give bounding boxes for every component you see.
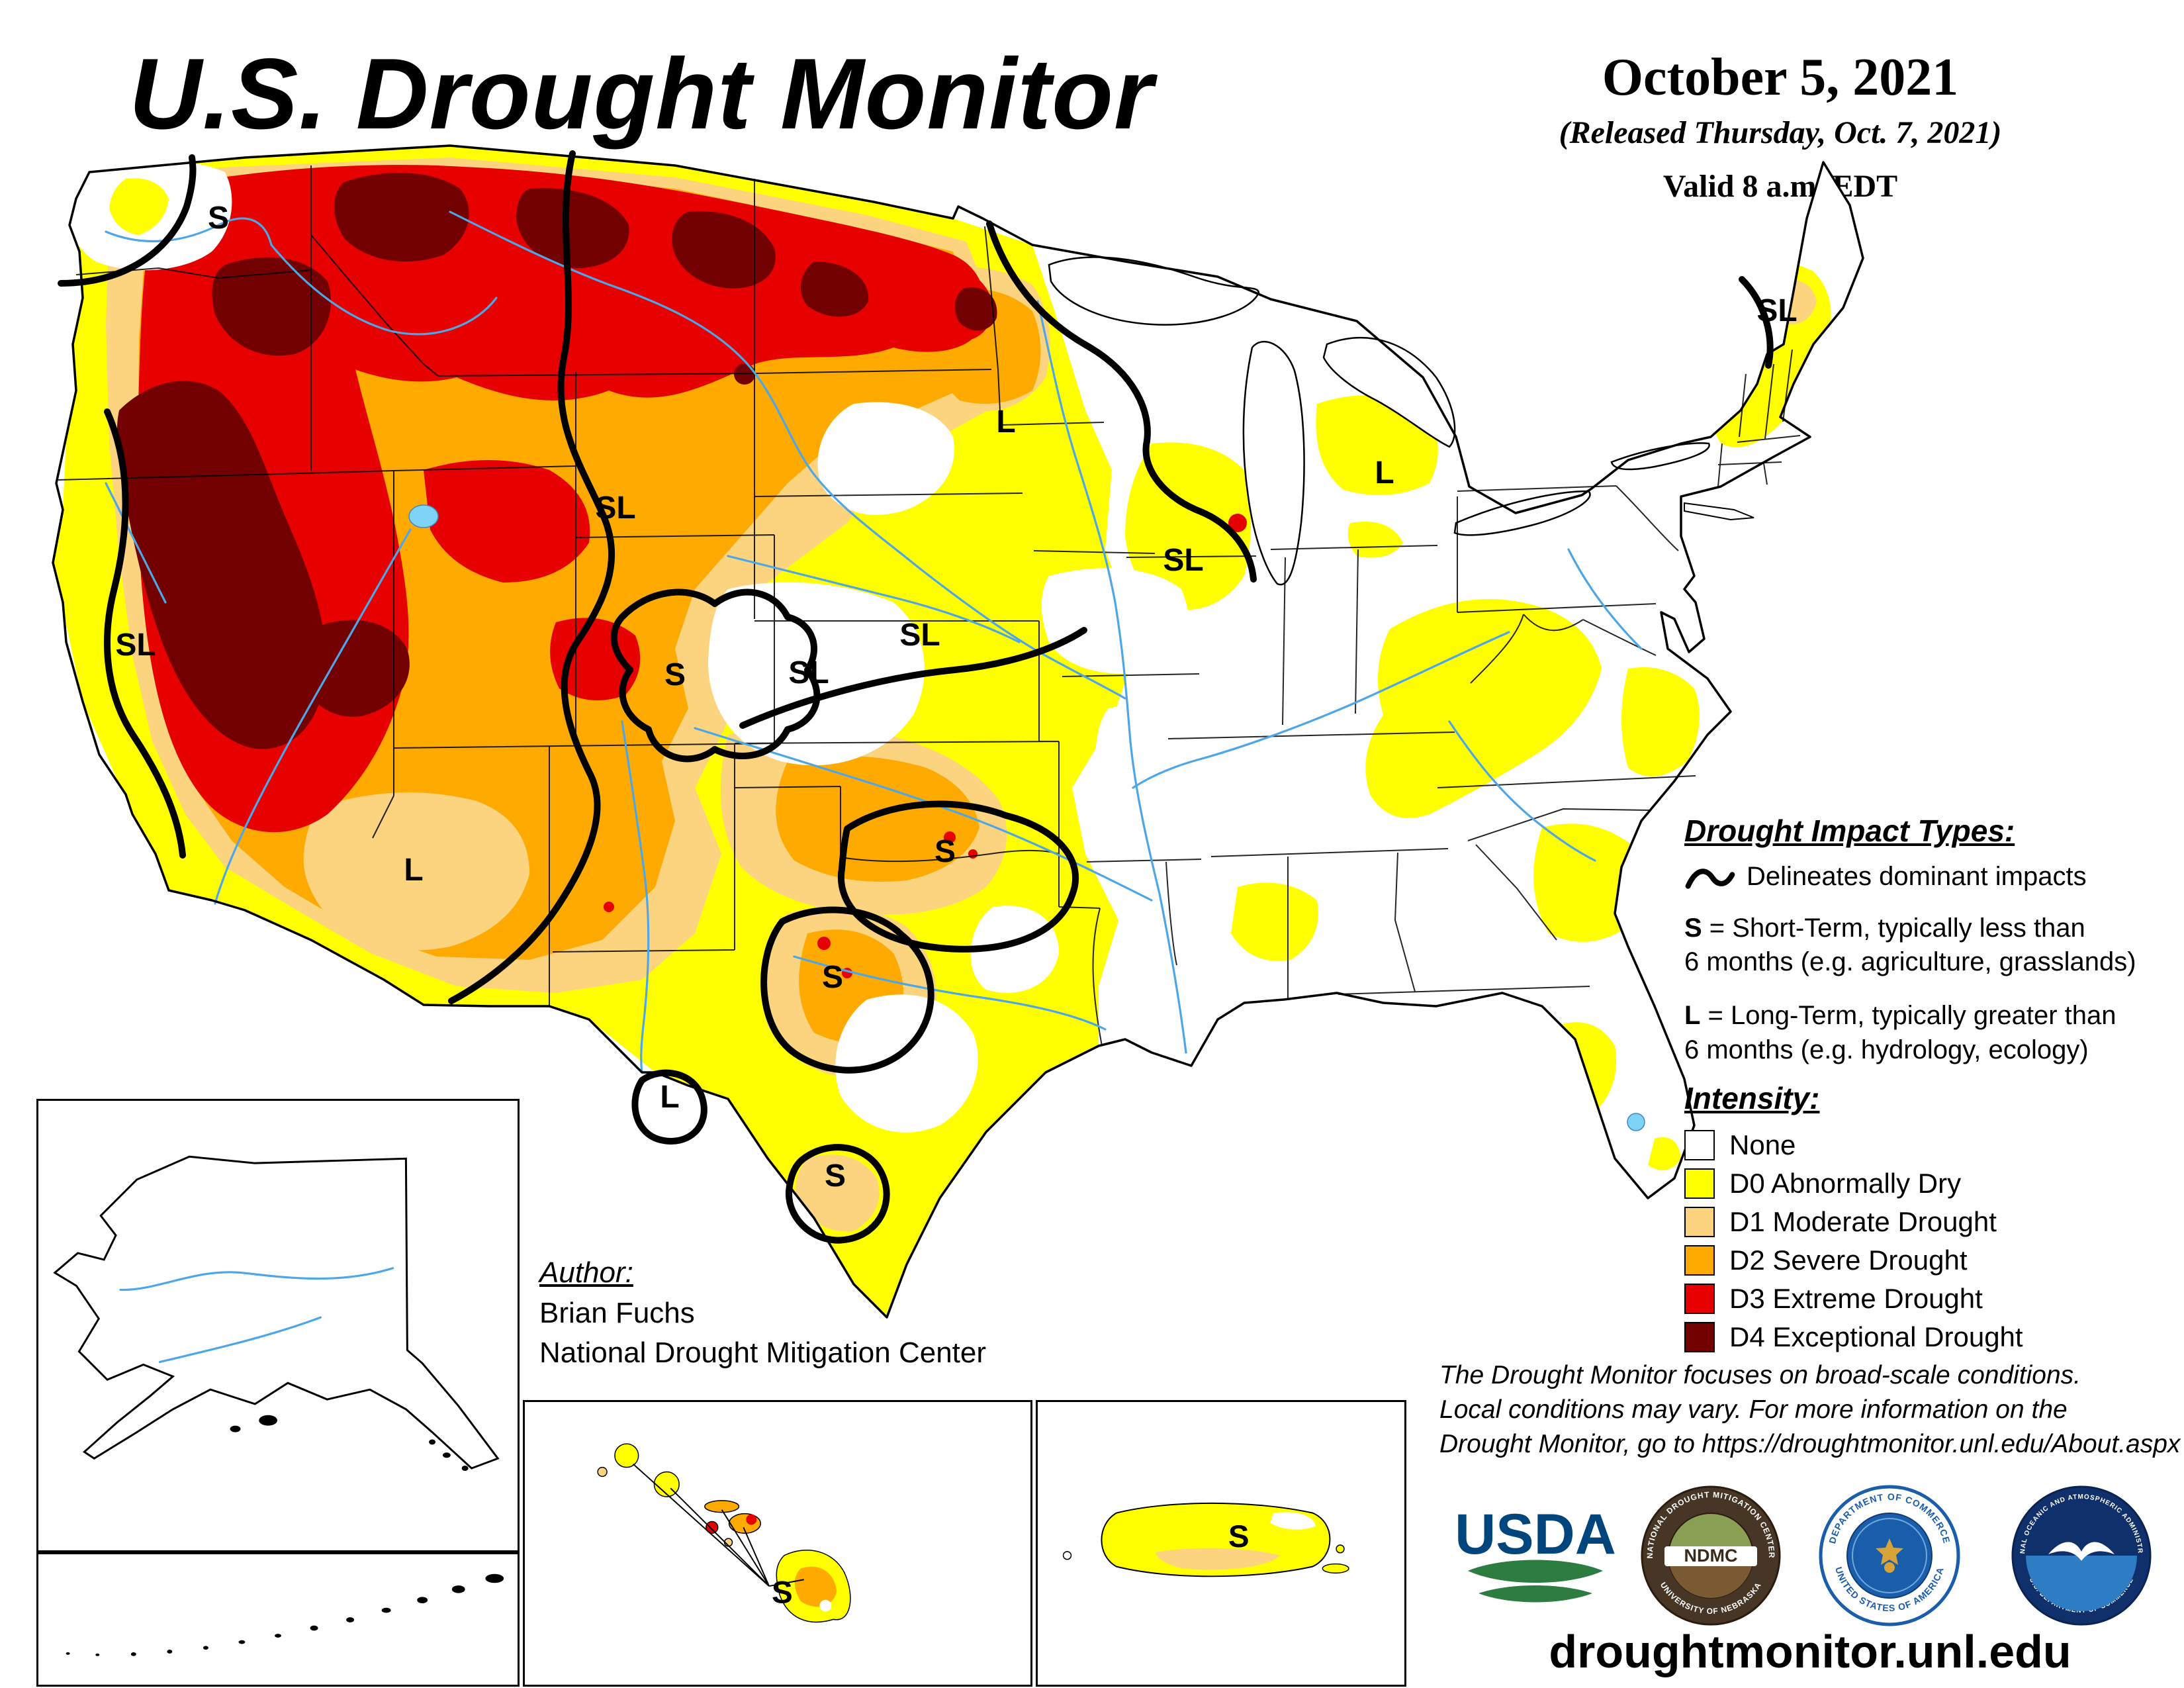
legend-row-d1: D1 Moderate Drought	[1684, 1206, 2023, 1238]
map-label: S	[822, 960, 843, 995]
lake-michigan	[1242, 340, 1305, 586]
noaa-seagull-icon	[2048, 1542, 2115, 1561]
map-label: SL	[595, 491, 635, 526]
author-heading: Author:	[539, 1256, 633, 1289]
conus-drought-map: S SL SL L S SL SL L SL L S S L S SL	[52, 144, 1864, 1319]
hawaii-inset: S	[523, 1400, 1032, 1687]
legend-row-d4: D4 Exceptional Drought	[1684, 1321, 2023, 1353]
legend-row-d0: D0 Abnormally Dry	[1684, 1168, 2023, 1199]
impact-types-legend: Drought Impact Types: Delineates dominan…	[1684, 813, 2184, 1067]
map-label: SL	[899, 618, 940, 653]
map-label: L	[660, 1080, 679, 1115]
valid-time: Valid 8 a.m. EDT	[1662, 169, 1898, 204]
map-label: SL	[1756, 293, 1797, 328]
author-block: Author: Brian Fuchs National Drought Mit…	[539, 1253, 986, 1374]
rivers	[105, 211, 1643, 1074]
lake-huron	[1322, 336, 1456, 448]
puerto-rico-impact-label: S	[1228, 1519, 1250, 1554]
delineation-squiggle-icon	[1685, 868, 1735, 889]
drought-intensity-regions	[53, 146, 1831, 1317]
map-date: October 5, 2021	[1602, 48, 1959, 107]
great-salt-lake	[408, 504, 439, 528]
disclaimer-text: The Drought Monitor focuses on broad-sca…	[1439, 1361, 2181, 1458]
map-label: SL	[1163, 543, 1203, 578]
legend-row-d2: D2 Severe Drought	[1684, 1244, 2023, 1276]
alaska-inset	[36, 1099, 520, 1552]
aleutians-inset	[36, 1552, 520, 1687]
map-label: L	[404, 853, 423, 888]
release-date: (Released Thursday, Oct. 7, 2021)	[1559, 115, 2002, 150]
usda-logo: USDA	[1456, 1503, 1615, 1603]
swatch-none	[1684, 1130, 1715, 1160]
short-term-description: S = Short-Term, typically less than 6 mo…	[1684, 914, 2136, 977]
lake-okeechobee	[1627, 1113, 1645, 1131]
legend-row-d3: D3 Extreme Drought	[1684, 1283, 2023, 1315]
impact-type-labels: S SL SL L S SL SL L SL L S S L S SL	[115, 201, 1797, 1194]
author-organization: National Drought Mitigation Center	[539, 1336, 987, 1370]
footer-url: droughtmonitor.unl.edu	[1549, 1626, 2071, 1677]
map-label: SL	[115, 628, 156, 663]
puerto-rico-map: S	[1062, 1502, 1349, 1577]
usda-wordmark: USDA	[1456, 1503, 1615, 1566]
alaska-map	[53, 1155, 500, 1472]
conus-outline	[52, 144, 1864, 1319]
lake-superior	[1048, 256, 1260, 326]
noaa-logo: NATIONAL OCEANIC AND ATMOSPHERIC ADMINIS…	[2009, 1483, 2152, 1626]
map-label: S	[664, 657, 686, 692]
author-name: Brian Fuchs	[539, 1296, 695, 1329]
map-label: S	[208, 201, 229, 236]
hawaii-map: S	[597, 1443, 851, 1623]
island-pointer-lines	[633, 1463, 804, 1587]
swatch-d0	[1684, 1168, 1715, 1199]
map-label: L	[1375, 455, 1394, 491]
map-label: SL	[788, 655, 829, 690]
date-block: October 5, 2021 (Released Thursday, Oct.…	[1489, 48, 2071, 205]
puerto-rico-inset: S	[1036, 1400, 1406, 1687]
swatch-d2	[1684, 1245, 1715, 1276]
map-label: L	[996, 404, 1015, 440]
intensity-legend: Intensity: None D0 Abnormally Dry D1 Mod…	[1684, 1080, 2023, 1360]
swatch-d1	[1684, 1207, 1715, 1237]
swatch-d4	[1684, 1322, 1715, 1352]
delineates-label: Delineates dominant impacts	[1747, 862, 2087, 891]
great-lakes	[408, 256, 1710, 1131]
aleutian-islands-map	[66, 1573, 504, 1656]
lake-ontario	[1610, 442, 1710, 471]
hawaii-impact-label: S	[772, 1575, 793, 1611]
long-term-description: L = Long-Term, typically greater than 6 …	[1684, 1001, 2116, 1064]
long-island	[1684, 502, 1754, 521]
impact-types-heading: Drought Impact Types:	[1684, 814, 2015, 848]
alaska-islands	[230, 1415, 469, 1472]
department-of-commerce-logo: DEPARTMENT OF COMMERCE UNITED STATES OF …	[1819, 1485, 1960, 1626]
page-title: U.S. Drought Monitor	[129, 38, 1154, 150]
map-label: S	[934, 834, 956, 869]
swatch-d3	[1684, 1284, 1715, 1314]
intensity-heading: Intensity:	[1684, 1081, 1820, 1115]
impact-delineation-lines	[58, 150, 1774, 1244]
legend-row-none: None	[1684, 1129, 2023, 1161]
ndmc-wordmark: NDMC	[1684, 1546, 1738, 1566]
map-label: S	[825, 1158, 846, 1194]
ndmc-logo: NATIONAL DROUGHT MITIGATION CENTER UNIVE…	[1641, 1485, 1781, 1626]
